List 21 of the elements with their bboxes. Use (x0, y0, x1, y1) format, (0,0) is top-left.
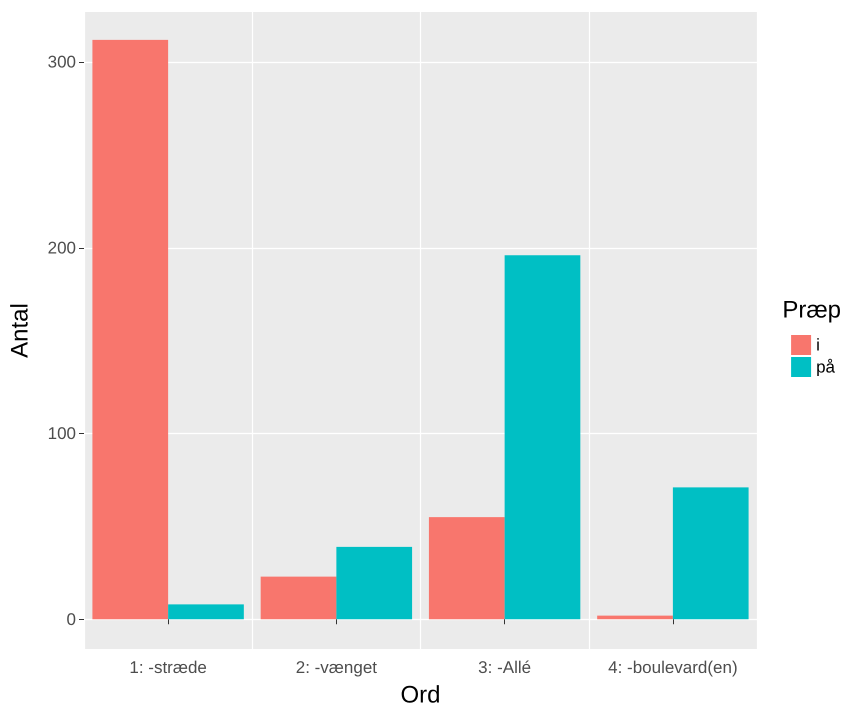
x-tick-label: 3: -Allé (478, 658, 532, 677)
y-axis-title: Antal (6, 303, 34, 358)
x-tick-label: 2: -vænget (296, 658, 378, 677)
legend-title: Præp (782, 296, 841, 324)
bar (260, 576, 336, 620)
y-tick-label: 100 (48, 424, 76, 444)
bar (504, 255, 580, 620)
bar (336, 546, 412, 620)
y-tick-label: 200 (48, 238, 76, 258)
bar (168, 604, 244, 620)
x-axis-title: Ord (400, 682, 441, 708)
legend-label: i (816, 336, 820, 354)
y-tick-label: 0 (66, 610, 76, 629)
bar (428, 517, 505, 620)
bar (597, 616, 673, 620)
bar (672, 487, 749, 620)
x-tick-label: 4: -boulevard(en) (608, 658, 738, 677)
y-tick-label: 300 (48, 52, 76, 72)
x-tick-label: 1: -stræde (129, 658, 207, 677)
bar (92, 40, 168, 620)
legend-label: på (816, 358, 836, 376)
